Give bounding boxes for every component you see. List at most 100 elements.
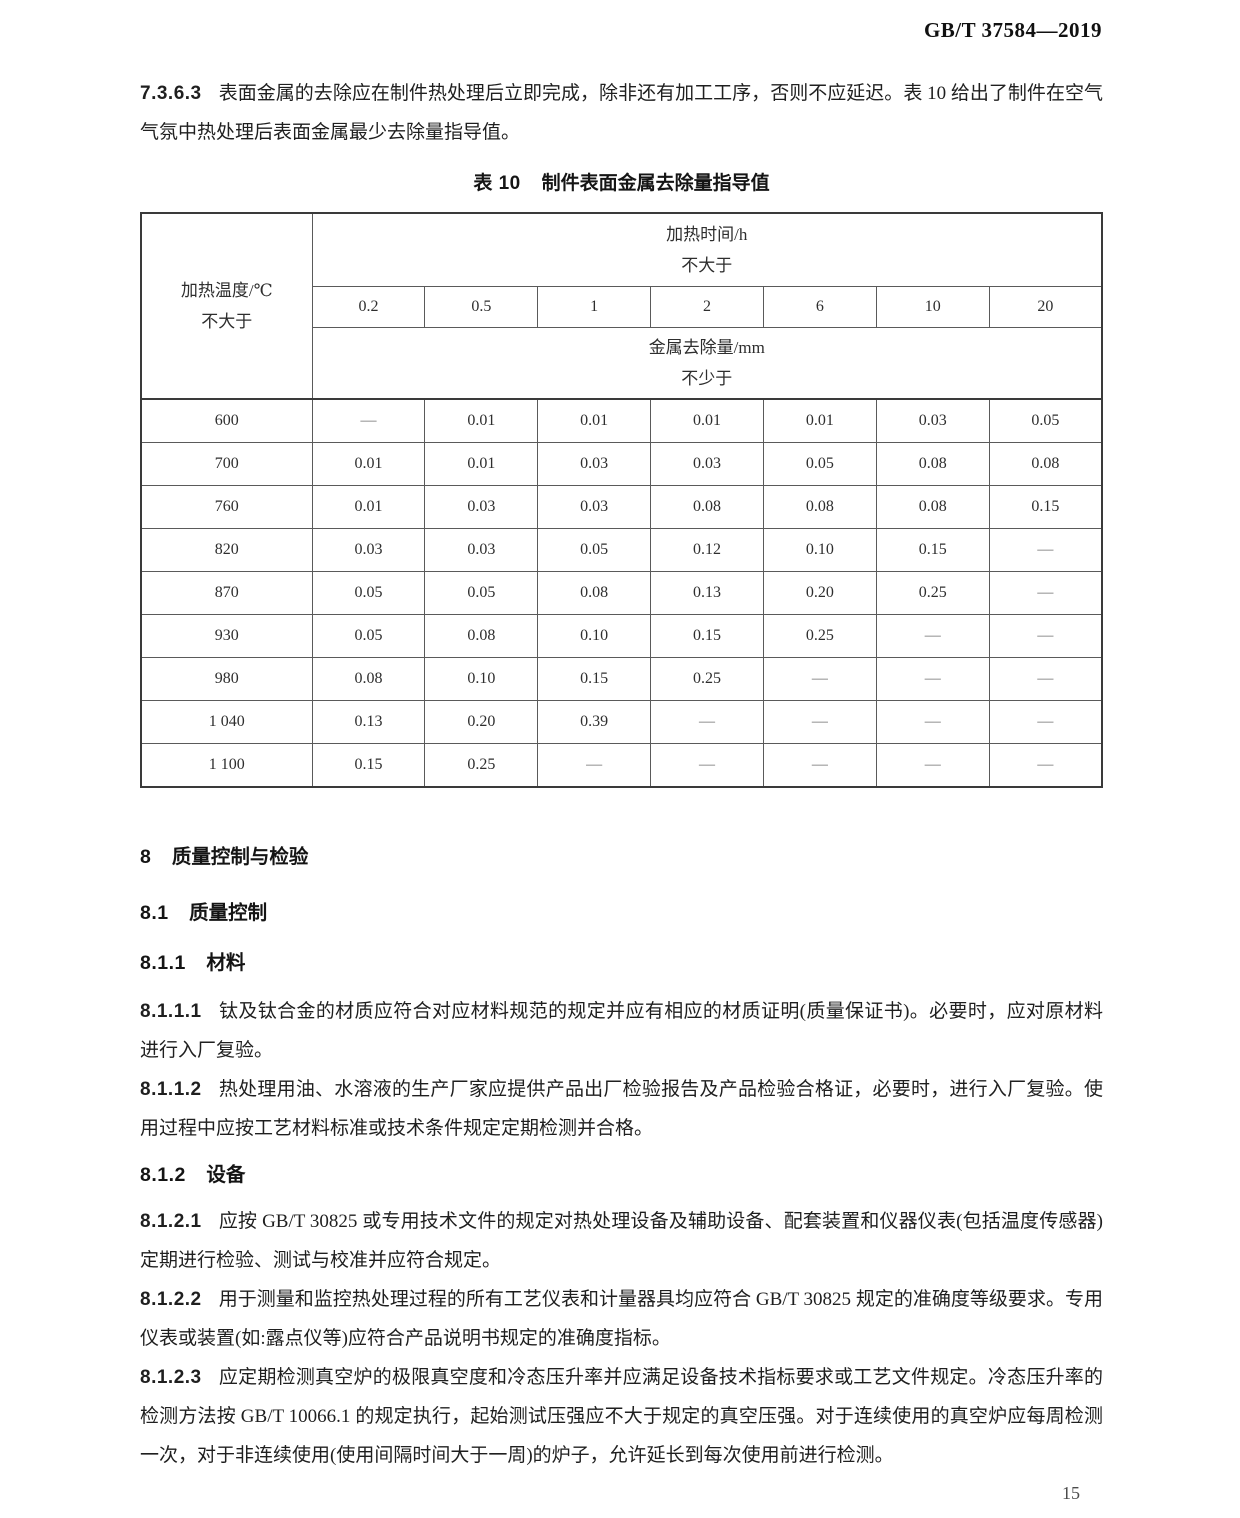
value-cell: 0.12 — [650, 528, 764, 572]
value-cell: 0.05 — [311, 571, 426, 615]
value-cell: — — [650, 700, 764, 744]
value-cell: 0.13 — [311, 700, 426, 744]
value-cell: 0.03 — [424, 485, 539, 529]
value-cell: — — [988, 571, 1103, 615]
value-cell: — — [762, 700, 877, 744]
heading-8-1: 8.1 质量控制 — [140, 900, 1103, 926]
heading-8: 8 质量控制与检验 — [140, 844, 1103, 870]
value-cell: — — [988, 657, 1103, 701]
table-row: 980 0.08 0.10 0.15 0.25 — — — — [140, 657, 1103, 701]
value-cell: 0.15 — [311, 743, 426, 788]
value-cell: 0.25 — [762, 614, 877, 658]
heading-8-1-1: 8.1.1 材料 — [140, 950, 1103, 976]
value-cell: 0.20 — [762, 571, 877, 615]
value-cell: 0.08 — [424, 614, 539, 658]
temp-cell: 980 — [140, 657, 313, 701]
value-cell: — — [537, 743, 652, 788]
value-cell: — — [311, 398, 426, 443]
value-cell: 0.08 — [537, 571, 652, 615]
temp-cell: 870 — [140, 571, 313, 615]
value-cell: 0.05 — [311, 614, 426, 658]
value-cell: 0.03 — [650, 442, 764, 486]
table-10-caption-number: 表 10 — [473, 173, 521, 194]
temp-cell: 760 — [140, 485, 313, 529]
value-cell: 0.08 — [875, 485, 990, 529]
clause-8-1-2-3-number: 8.1.2.3 — [140, 1367, 202, 1388]
heading-8-1-2-title: 设备 — [206, 1164, 246, 1186]
table-row: 1 040 0.13 0.20 0.39 — — — — — [140, 700, 1103, 744]
value-cell: 0.13 — [650, 571, 764, 615]
heading-8-title: 质量控制与检验 — [171, 846, 309, 868]
heading-8-number: 8 — [140, 846, 152, 868]
value-cell: 0.01 — [537, 398, 652, 443]
value-cell: 0.20 — [424, 700, 539, 744]
temp-cell: 700 — [140, 442, 313, 486]
value-cell: — — [988, 614, 1103, 658]
clause-8-1-2-1: 8.1.2.1 应按 GB/T 30825 或专用技术文件的规定对热处理设备及辅助… — [140, 1202, 1103, 1280]
temp-cell: 930 — [140, 614, 313, 658]
value-cell: — — [762, 657, 877, 701]
value-cell: 0.15 — [875, 528, 990, 572]
value-cell: 0.08 — [988, 442, 1103, 486]
table-10-body: 600 — 0.01 0.01 0.01 0.01 0.03 0.05 700 … — [140, 398, 1103, 788]
standard-number: GB/T 37584—2019 — [923, 18, 1102, 42]
clause-8-1-1-2-number: 8.1.1.2 — [140, 1079, 202, 1100]
removal-label: 金属去除量/mm — [648, 338, 765, 357]
heading-8-1-title: 质量控制 — [189, 902, 268, 924]
value-cell: — — [988, 528, 1103, 572]
value-cell: 0.01 — [424, 442, 539, 486]
table-row: 700 0.01 0.01 0.03 0.03 0.05 0.08 0.08 — [140, 442, 1103, 486]
time-value-cell: 6 — [762, 286, 877, 328]
header-row-time-values: 0.2 0.5 1 2 6 10 20 — [141, 286, 1103, 328]
value-cell: 0.10 — [537, 614, 652, 658]
header-cell-removal: 金属去除量/mm 不少于 — [311, 327, 1103, 400]
table-row: 1 100 0.15 0.25 — — — — — — [140, 743, 1103, 788]
clause-8-1-2-2-number: 8.1.2.2 — [140, 1289, 202, 1310]
time-value-cell: 1 — [537, 286, 652, 328]
clause-8-1-2-1-number: 8.1.2.1 — [140, 1211, 202, 1232]
value-cell: 0.03 — [537, 442, 652, 486]
time-value-cell: 0.2 — [311, 286, 426, 328]
time-value-cell: 2 — [650, 286, 764, 328]
value-cell: 0.03 — [311, 528, 426, 572]
value-cell: 0.03 — [537, 485, 652, 529]
document-content: 7.3.6.3 表面金属的去除应在制件热处理后立即完成，除非还有加工工序，否则不应… — [140, 0, 1103, 1475]
header-row-heating-time: 加热温度/℃ 不大于 加热时间/h 不大于 — [140, 212, 1103, 400]
value-cell: 0.05 — [762, 442, 877, 486]
value-cell: 0.05 — [424, 571, 539, 615]
clause-8-1-2-3: 8.1.2.3 应定期检测真空炉的极限真空度和冷态压升率并应满足设备技术指标要求或… — [140, 1358, 1103, 1475]
temperature-sublabel: 不大于 — [201, 312, 253, 331]
value-cell: 0.03 — [424, 528, 539, 572]
table-10-header: 加热温度/℃ 不大于 加热时间/h 不大于 0.2 0.5 1 2 6 10 2… — [140, 212, 1103, 400]
value-cell: 0.15 — [537, 657, 652, 701]
time-value-cell: 0.5 — [424, 286, 539, 328]
value-cell: 0.01 — [311, 485, 426, 529]
value-cell: 0.10 — [762, 528, 877, 572]
clause-7-3-6-3-text: 表面金属的去除应在制件热处理后立即完成，除非还有加工工序，否则不应延迟。表 10… — [140, 83, 1103, 143]
table-row: 930 0.05 0.08 0.10 0.15 0.25 — — — [140, 614, 1103, 658]
value-cell: — — [875, 614, 990, 658]
clause-7-3-6-3: 7.3.6.3 表面金属的去除应在制件热处理后立即完成，除非还有加工工序，否则不应… — [140, 74, 1103, 152]
time-value-cell: 20 — [988, 286, 1103, 328]
value-cell: — — [875, 743, 990, 788]
value-cell: — — [762, 743, 877, 788]
heading-8-1-2: 8.1.2 设备 — [140, 1162, 1103, 1188]
clause-8-1-1-1-text: 钛及钛合金的材质应符合对应材料规范的规定并应有相应的材质证明(质量保证书)。必要… — [140, 1001, 1103, 1061]
value-cell: 0.01 — [762, 398, 877, 443]
value-cell: 0.08 — [875, 442, 990, 486]
heading-8-1-2-number: 8.1.2 — [140, 1164, 186, 1186]
value-cell: — — [875, 700, 990, 744]
value-cell: 0.08 — [311, 657, 426, 701]
value-cell: 0.01 — [650, 398, 764, 443]
table-row: 870 0.05 0.05 0.08 0.13 0.20 0.25 — — [140, 571, 1103, 615]
value-cell: 0.25 — [424, 743, 539, 788]
clause-8-1-2-1-text: 应按 GB/T 30825 或专用技术文件的规定对热处理设备及辅助设备、配套装置… — [140, 1211, 1103, 1271]
value-cell: 0.25 — [875, 571, 990, 615]
clause-8-1-2-2: 8.1.2.2 用于测量和监控热处理过程的所有工艺仪表和计量器具均应符合 GB/T… — [140, 1280, 1103, 1358]
clause-7-3-6-3-number: 7.3.6.3 — [140, 83, 202, 104]
heating-time-label: 加热时间/h — [666, 225, 748, 244]
value-cell: 0.03 — [875, 398, 990, 443]
value-cell: — — [988, 700, 1103, 744]
heading-8-1-number: 8.1 — [140, 902, 169, 924]
clause-8-1-1-1-number: 8.1.1.1 — [140, 1001, 202, 1022]
